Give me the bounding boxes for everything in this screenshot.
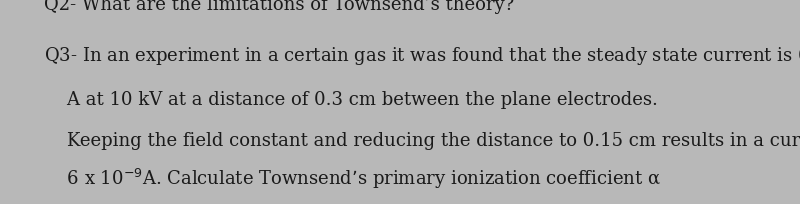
Text: 6 x 10$^{-9}$A. Calculate Townsend’s primary ionization coefficient α: 6 x 10$^{-9}$A. Calculate Townsend’s pri… bbox=[44, 166, 661, 190]
Text: A at 10 kV at a distance of 0.3 cm between the plane electrodes.: A at 10 kV at a distance of 0.3 cm betwe… bbox=[44, 90, 658, 108]
Text: Q3- In an experiment in a certain gas it was found that the steady state current: Q3- In an experiment in a certain gas it… bbox=[44, 43, 800, 67]
Text: Q2- What are the limitations of Townsend’s theory?: Q2- What are the limitations of Townsend… bbox=[44, 0, 514, 14]
Text: Keeping the field constant and reducing the distance to 0.15 cm results in a cur: Keeping the field constant and reducing … bbox=[44, 131, 800, 149]
